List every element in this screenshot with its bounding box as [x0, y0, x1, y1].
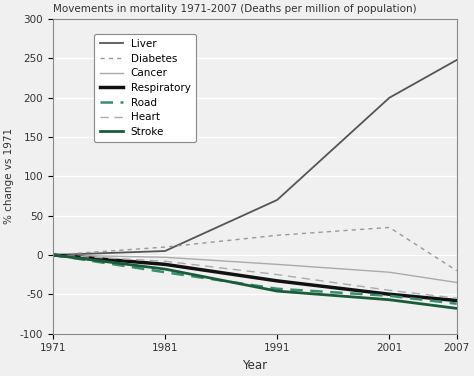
Line: Diabetes: Diabetes [53, 227, 457, 271]
Stroke [454, 306, 460, 311]
Y-axis label: % change vs 1971: % change vs 1971 [4, 128, 14, 224]
Liver [274, 198, 280, 202]
Heart [274, 272, 280, 277]
Respiratory [274, 279, 280, 283]
Cancer [50, 253, 55, 257]
Liver [387, 96, 392, 100]
Diabetes [50, 253, 55, 257]
Stroke [274, 289, 280, 293]
Heart [50, 253, 55, 257]
Diabetes [274, 233, 280, 238]
Line: Respiratory: Respiratory [53, 255, 457, 300]
Cancer [162, 255, 168, 259]
Line: Heart: Heart [53, 255, 457, 298]
Respiratory [162, 262, 168, 267]
Liver [162, 249, 168, 253]
Line: Stroke: Stroke [53, 255, 457, 308]
Diabetes [162, 245, 168, 249]
Stroke [50, 253, 55, 257]
Text: Movements in mortality 1971-2007 (Deaths per million of population): Movements in mortality 1971-2007 (Deaths… [53, 4, 417, 14]
Legend: Liver, Diabetes, Cancer, Respiratory, Road, Heart, Stroke: Liver, Diabetes, Cancer, Respiratory, Ro… [94, 34, 196, 142]
Line: Road: Road [53, 255, 457, 304]
Respiratory [387, 292, 392, 297]
Diabetes [454, 268, 460, 273]
Cancer [387, 270, 392, 274]
Road [454, 302, 460, 306]
Liver [454, 58, 460, 62]
Road [274, 287, 280, 291]
Stroke [162, 267, 168, 271]
Diabetes [387, 225, 392, 230]
Heart [162, 259, 168, 264]
Line: Liver: Liver [53, 60, 457, 255]
Heart [387, 288, 392, 293]
Heart [454, 296, 460, 300]
Respiratory [454, 298, 460, 303]
Road [50, 253, 55, 257]
Stroke [387, 297, 392, 302]
Liver [50, 253, 55, 257]
X-axis label: Year: Year [242, 359, 267, 372]
Cancer [454, 280, 460, 285]
Cancer [274, 262, 280, 267]
Respiratory [50, 253, 55, 257]
Line: Cancer: Cancer [53, 255, 457, 282]
Road [387, 294, 392, 298]
Road [162, 270, 168, 274]
